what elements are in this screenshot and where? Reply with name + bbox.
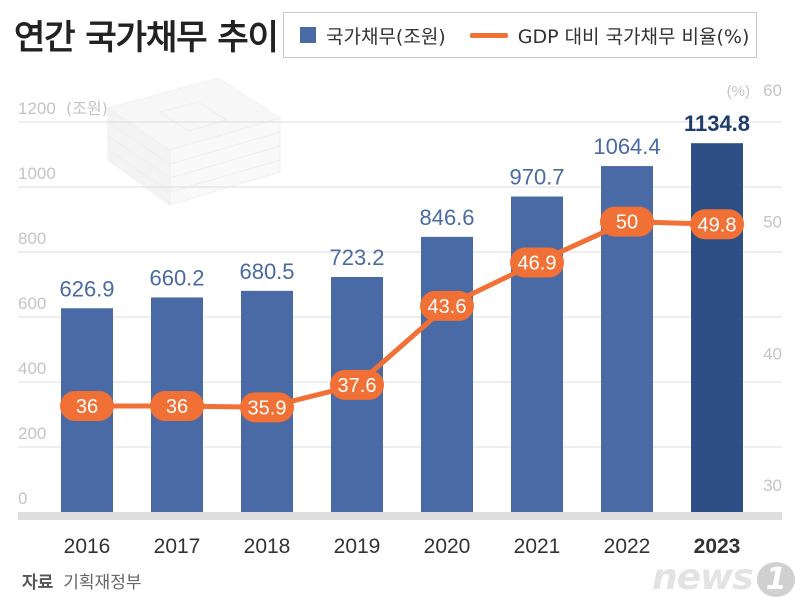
bar-2020	[421, 237, 473, 512]
ratio-value-label: 50	[616, 212, 638, 234]
page-title: 연간 국가채무 추이	[14, 10, 278, 59]
legend-bar-swatch	[300, 27, 316, 43]
x-tick-label: 2023	[694, 535, 741, 558]
x-tick-label: 2016	[64, 535, 111, 558]
ratio-value-label: 36	[76, 396, 98, 418]
y-left-tick-label: 0	[18, 489, 27, 508]
ratio-value-label: 43.6	[428, 296, 467, 318]
source-label: 자료	[22, 573, 53, 593]
x-tick-label: 2019	[334, 535, 381, 558]
logo-text: news	[652, 557, 753, 598]
bar-2021	[511, 197, 563, 512]
legend-line-swatch	[470, 33, 508, 38]
ratio-value-label: 35.9	[248, 397, 287, 419]
logo-mark: 1	[757, 562, 795, 597]
y-left-tick-label: 600	[18, 294, 46, 313]
y-right-unit: (%)	[727, 83, 750, 100]
source-note: 자료 기획재정부	[22, 568, 141, 593]
y-left-tick-label: 800	[18, 229, 46, 248]
news1-logo: news 1	[652, 557, 795, 598]
y-left-tick-label: 200	[18, 424, 46, 443]
y-left-tick-label: 400	[18, 359, 46, 378]
y-right-tick-label: 50	[763, 213, 782, 232]
source-value: 기획재정부	[63, 573, 141, 593]
x-tick-label: 2021	[514, 535, 561, 558]
bar-2023	[691, 143, 743, 512]
bar-value-label: 680.5	[239, 259, 294, 284]
bar-value-label: 970.7	[509, 165, 564, 190]
bar-value-label: 626.9	[59, 276, 114, 301]
bar-value-label: 1064.4	[593, 134, 660, 159]
legend-line-label: GDP 대비 국가채무 비율(%)	[518, 22, 750, 49]
x-axis-baseline	[18, 512, 782, 520]
x-tick-label: 2017	[154, 535, 201, 558]
chart-legend: 국가채무(조원) GDP 대비 국가채무 비율(%)	[283, 12, 757, 58]
x-tick-label: 2022	[604, 535, 651, 558]
ratio-value-label: 36	[166, 396, 188, 418]
x-tick-label: 2018	[244, 535, 291, 558]
y-left-tick-label: 1000	[18, 164, 56, 183]
ratio-value-label: 37.6	[338, 375, 377, 397]
bar-value-label: 660.2	[149, 265, 204, 290]
money-stack-icon	[108, 78, 280, 205]
y-left-tick-label: 1200	[18, 99, 56, 118]
bar-value-label: 846.6	[419, 205, 474, 230]
bar-value-label: 1134.8	[684, 111, 750, 136]
bar-value-label: 723.2	[329, 245, 384, 270]
y-left-unit: (조원)	[66, 99, 108, 118]
y-right-tick-label: 30	[763, 476, 782, 495]
legend-bar-label: 국가채무(조원)	[326, 22, 446, 49]
y-right-tick-label: 40	[763, 344, 782, 363]
y-right-tick-label: 60	[763, 81, 782, 100]
ratio-value-label: 49.8	[698, 214, 737, 236]
ratio-value-label: 46.9	[518, 252, 557, 274]
x-tick-label: 2020	[424, 535, 471, 558]
